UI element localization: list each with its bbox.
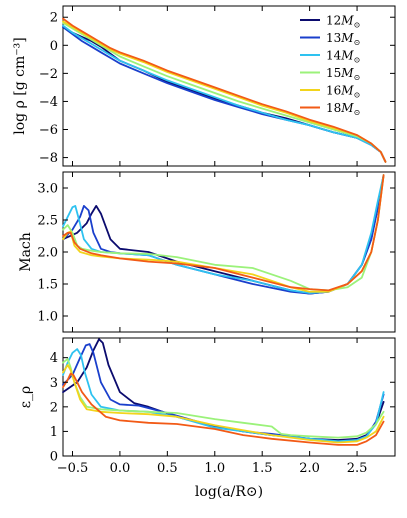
series-line (62, 24, 387, 163)
series-line (62, 174, 385, 294)
legend: 12M⊙13M⊙ 14M⊙15M⊙ 16M⊙18M⊙ (300, 14, 360, 117)
y-tick-label: 0 (50, 39, 58, 54)
series-line (62, 17, 387, 163)
x-tick-label: 2.0 (299, 461, 320, 476)
y-tick-label: 2.0 (37, 246, 58, 261)
panel-density-ticks: 2 0 −2 −4 −6 −8 (39, 6, 395, 166)
series-line (62, 348, 385, 443)
x-tick-label: −0.5 (57, 461, 89, 476)
y-tick-label: 2 (50, 11, 58, 26)
y-tick-label: −4 (39, 95, 58, 110)
panel-epsilon: 0 1 2 3 4 ε_ρ (18, 337, 396, 465)
panel-mach: 1.0 1.5 2.0 2.5 3.0 Mach (18, 171, 396, 333)
legend-entry: 18M⊙ (326, 101, 360, 117)
panel-density-series (62, 17, 387, 163)
x-axis-label: log(a/R⊙) (195, 484, 263, 500)
legend-entry: 15M⊙ (326, 66, 360, 82)
y-tick-label: 2.5 (37, 214, 58, 229)
panel-density-frame (62, 5, 396, 167)
legend-entry: 13M⊙ (326, 31, 360, 47)
series-line (62, 364, 385, 444)
y-tick-label: 1.5 (37, 278, 58, 293)
y-tick-label: −6 (39, 123, 58, 138)
y-tick-label: 1.0 (37, 310, 58, 325)
panel-mach-series (62, 174, 385, 295)
panel-epsilon-series (62, 338, 385, 446)
series-line (62, 372, 385, 446)
y-tick-label: 0 (50, 450, 58, 465)
panel-density-ylabel: log ρ [g cm⁻³] (12, 37, 28, 134)
panel-mach-ticks: 1.0 1.5 2.0 2.5 3.0 (37, 172, 395, 332)
x-tick-label: 0.0 (110, 461, 131, 476)
y-tick-label: 4 (50, 351, 58, 366)
x-tick-label: 0.5 (157, 461, 178, 476)
panel-density: 2 0 −2 −4 −6 −8 log ρ [g cm⁻³] (12, 5, 396, 167)
legend-entry: 16M⊙ (326, 84, 360, 100)
legend-entry: 14M⊙ (326, 49, 360, 65)
x-tick-label: 1.5 (252, 461, 273, 476)
y-tick-label: −8 (39, 151, 58, 166)
y-tick-label: 3 (50, 376, 58, 391)
y-tick-label: 2 (50, 400, 58, 415)
series-line (62, 21, 387, 163)
panel-mach-frame (62, 171, 396, 333)
panel-epsilon-ticks: 0 1 2 3 4 (50, 338, 395, 465)
y-tick-label: −2 (39, 67, 58, 82)
legend-entry: 12M⊙ (326, 14, 360, 30)
series-line (62, 174, 385, 292)
panel-mach-ylabel: Mach (18, 232, 34, 272)
x-tick-label: 1.0 (204, 461, 225, 476)
panel-epsilon-frame (62, 337, 396, 457)
x-axis-ticks: −0.5 0.0 0.5 1.0 1.5 2.0 2.5 (57, 461, 368, 476)
y-tick-label: 3.0 (37, 182, 58, 197)
x-tick-label: 2.5 (347, 461, 368, 476)
panel-epsilon-ylabel: ε_ρ (18, 386, 34, 408)
y-tick-label: 1 (50, 425, 58, 440)
